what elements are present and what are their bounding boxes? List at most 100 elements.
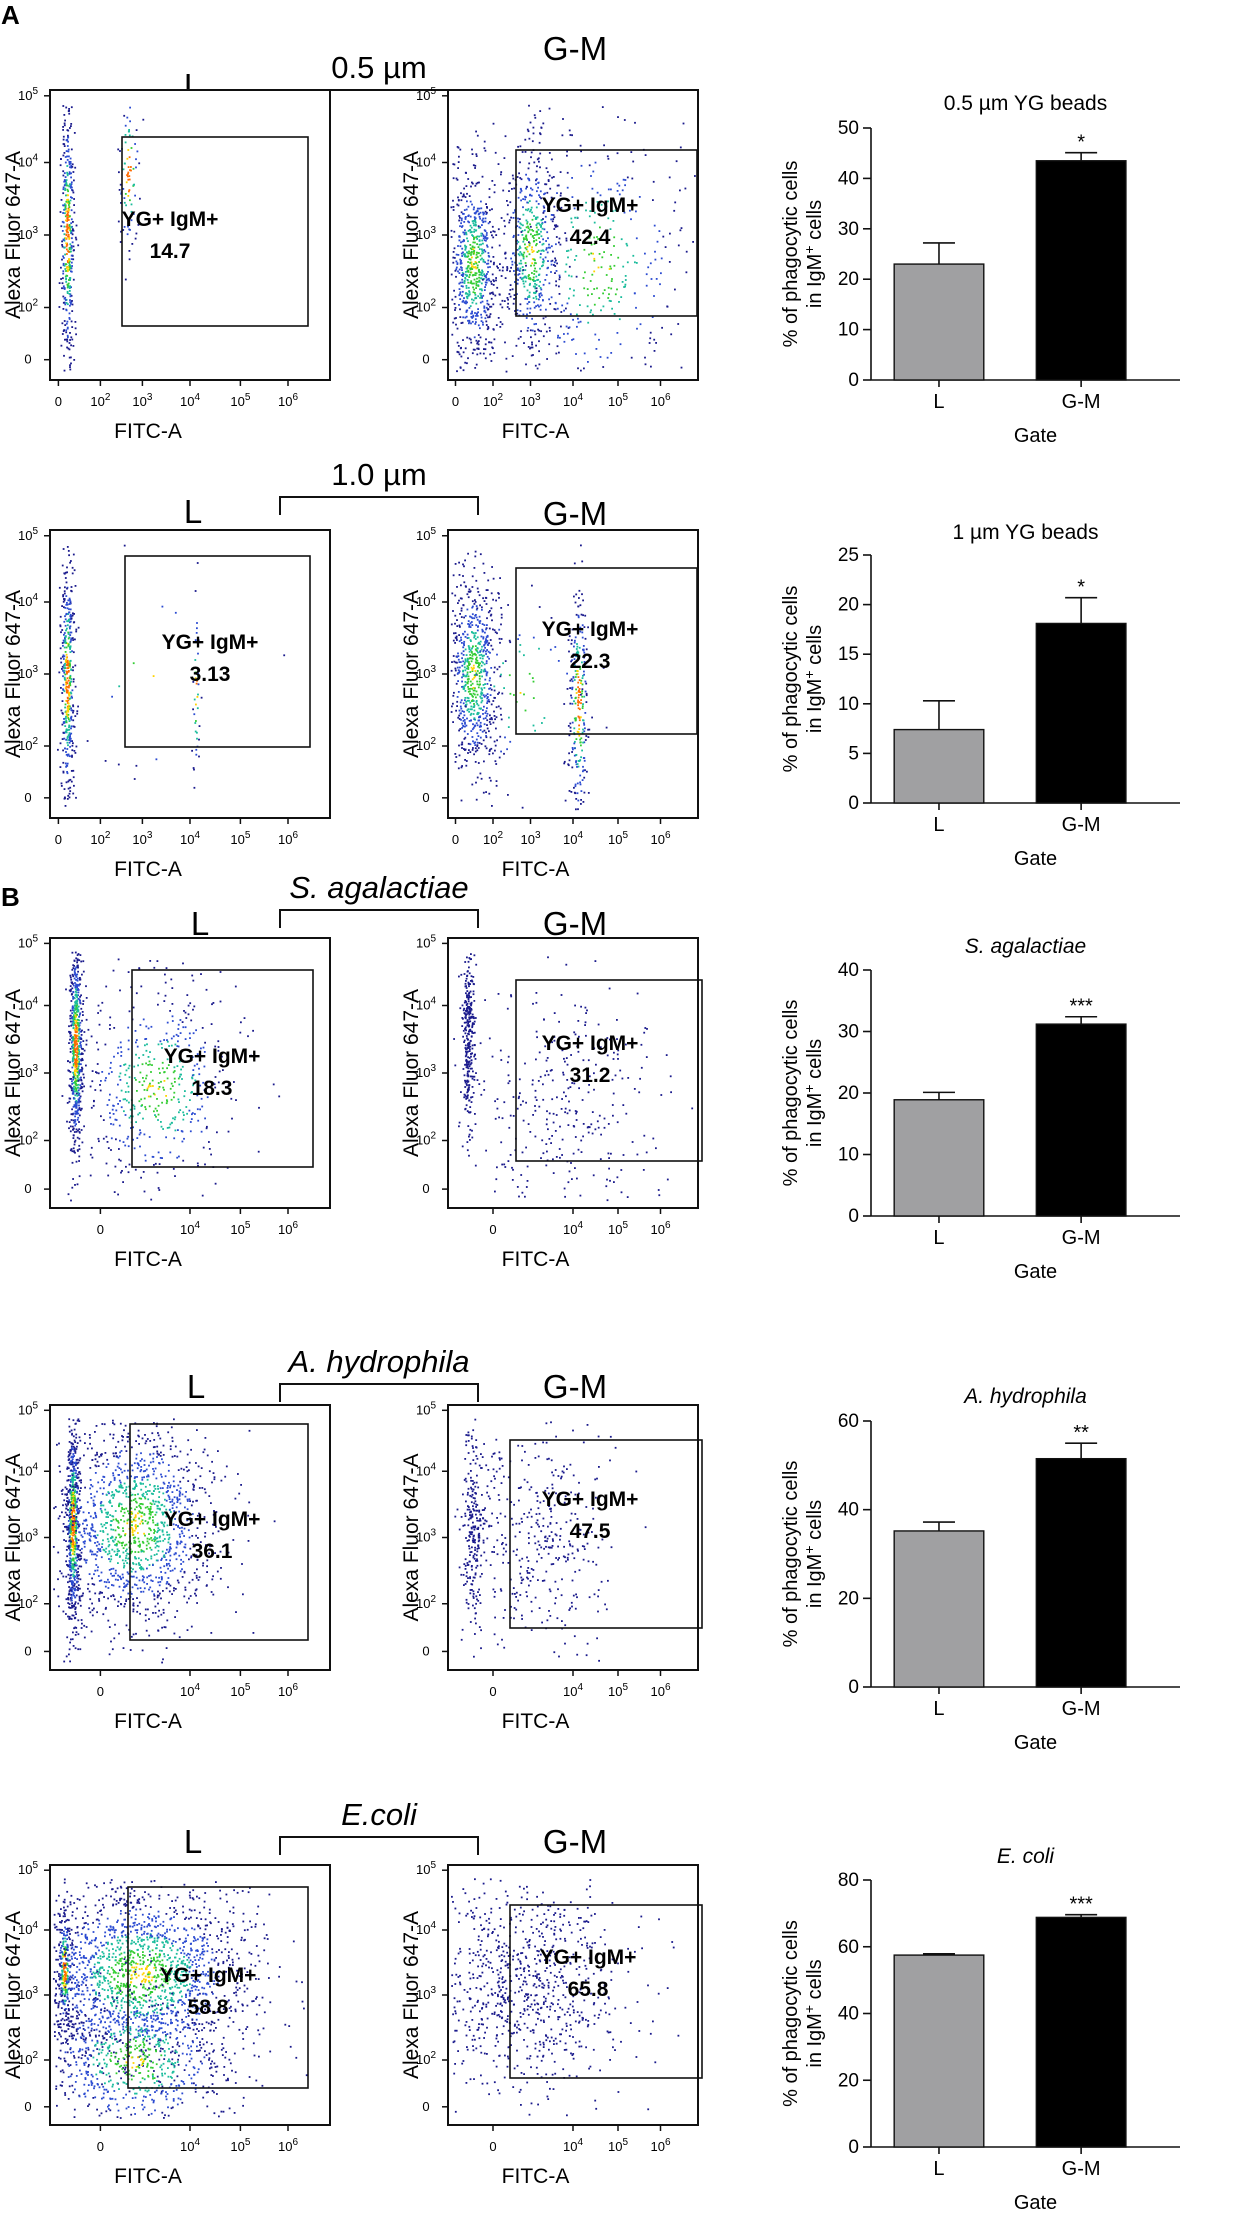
event-dot (140, 1176, 142, 1179)
event-dot (542, 122, 545, 125)
event-dot (196, 1063, 199, 1066)
event-dot (456, 341, 459, 344)
event-dot (153, 1164, 155, 1166)
x-tick-label: 0 (97, 1222, 104, 1237)
event-dot (127, 971, 130, 973)
event-dot (531, 258, 534, 260)
event-dot (464, 218, 467, 220)
event-dot (70, 988, 72, 991)
event-dot (476, 629, 479, 632)
event-dot (469, 1030, 472, 1032)
y-tick-label: 105 (18, 933, 38, 950)
event-dot (485, 735, 487, 737)
event-dot (80, 1107, 83, 1110)
event-dot (144, 1154, 147, 1157)
event-dot (453, 303, 456, 305)
event-dot (65, 656, 68, 659)
event-dot (64, 640, 67, 642)
event-dot (479, 604, 481, 607)
event-dot (539, 304, 542, 307)
event-dot (487, 698, 490, 701)
event-dot (539, 110, 542, 112)
event-dot (154, 1114, 156, 1116)
event-dot (81, 1059, 84, 1061)
event-dot (162, 1128, 164, 1130)
gate-name-gm: G-M (543, 495, 607, 532)
event-dot (65, 699, 68, 702)
event-dot (471, 654, 474, 657)
event-dot (558, 276, 561, 279)
event-dot (171, 987, 174, 989)
event-dot (66, 1120, 68, 1123)
event-dot (585, 694, 588, 697)
gate-rect (515, 149, 698, 317)
event-dot (67, 214, 70, 217)
event-dot (478, 719, 480, 722)
event-dot (474, 675, 477, 678)
event-dot (80, 1047, 83, 1050)
event-dot (68, 686, 70, 689)
event-dot (68, 737, 71, 740)
event-dot (535, 243, 538, 245)
event-dot (489, 651, 491, 654)
y-axis-title: Alexa Fluor 647-A (2, 989, 25, 1157)
event-dot (69, 599, 71, 601)
event-dot (470, 280, 473, 283)
event-dot (577, 681, 580, 684)
event-dot (478, 707, 481, 710)
event-dot (487, 579, 490, 582)
event-dot (581, 749, 583, 752)
event-dot (480, 295, 482, 297)
event-dot (65, 688, 68, 691)
event-dot (473, 224, 475, 227)
event-dot (66, 210, 69, 213)
event-dot (466, 1060, 469, 1063)
event-dot (529, 307, 532, 310)
event-dot (560, 311, 563, 313)
event-dot (539, 256, 542, 259)
event-dot (476, 683, 479, 686)
event-dot (487, 303, 490, 306)
event-dot (124, 193, 127, 195)
event-dot (153, 1110, 155, 1113)
event-dot (75, 1005, 78, 1007)
event-dot (163, 1071, 165, 1074)
event-dot (68, 206, 71, 209)
event-dot (571, 747, 574, 749)
event-dot (472, 1032, 475, 1034)
event-dot (471, 182, 474, 185)
event-dot (486, 278, 489, 281)
event-dot (537, 304, 539, 307)
event-dot (66, 709, 69, 712)
event-dot (612, 220, 615, 222)
event-dot (182, 1111, 185, 1114)
event-dot (65, 719, 68, 722)
event-dot (170, 1098, 173, 1101)
event-dot (70, 740, 72, 742)
event-dot (70, 978, 73, 981)
event-dot (71, 1045, 73, 1048)
event-dot (61, 665, 64, 668)
event-dot (465, 985, 467, 987)
event-dot (481, 692, 484, 695)
event-dot (572, 653, 575, 656)
event-dot (70, 707, 72, 710)
event-dot (507, 604, 509, 606)
event-dot (459, 613, 461, 615)
event-dot (62, 308, 65, 310)
event-dot (547, 179, 550, 181)
event-dot (501, 692, 504, 695)
event-dot (66, 772, 69, 775)
event-dot (65, 184, 68, 187)
event-dot (532, 354, 534, 356)
event-dot (467, 1025, 470, 1028)
event-dot (542, 242, 545, 245)
event-dot (530, 354, 533, 357)
event-dot (64, 161, 67, 164)
event-dot (473, 667, 475, 669)
event-dot (68, 161, 71, 164)
event-dot (68, 163, 71, 166)
event-dot (575, 353, 577, 355)
event-dot (458, 294, 461, 297)
event-dot (528, 244, 531, 247)
